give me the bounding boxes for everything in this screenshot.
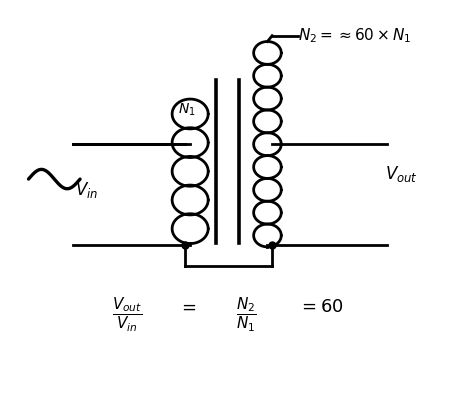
Text: $\dfrac{V_{out}}{V_{in}}$: $\dfrac{V_{out}}{V_{in}}$ xyxy=(112,296,142,334)
Text: $V_{out}$: $V_{out}$ xyxy=(384,164,417,184)
Text: $\dfrac{N_2}{N_1}$: $\dfrac{N_2}{N_1}$ xyxy=(236,296,257,334)
Text: $= 60$: $= 60$ xyxy=(298,298,344,316)
Text: $N_1$: $N_1$ xyxy=(178,101,196,118)
Text: $V_{in}$: $V_{in}$ xyxy=(75,180,99,200)
Text: $=$: $=$ xyxy=(179,298,197,316)
Text: $N_2 = {\approx}60 \times N_1$: $N_2 = {\approx}60 \times N_1$ xyxy=(298,26,411,45)
